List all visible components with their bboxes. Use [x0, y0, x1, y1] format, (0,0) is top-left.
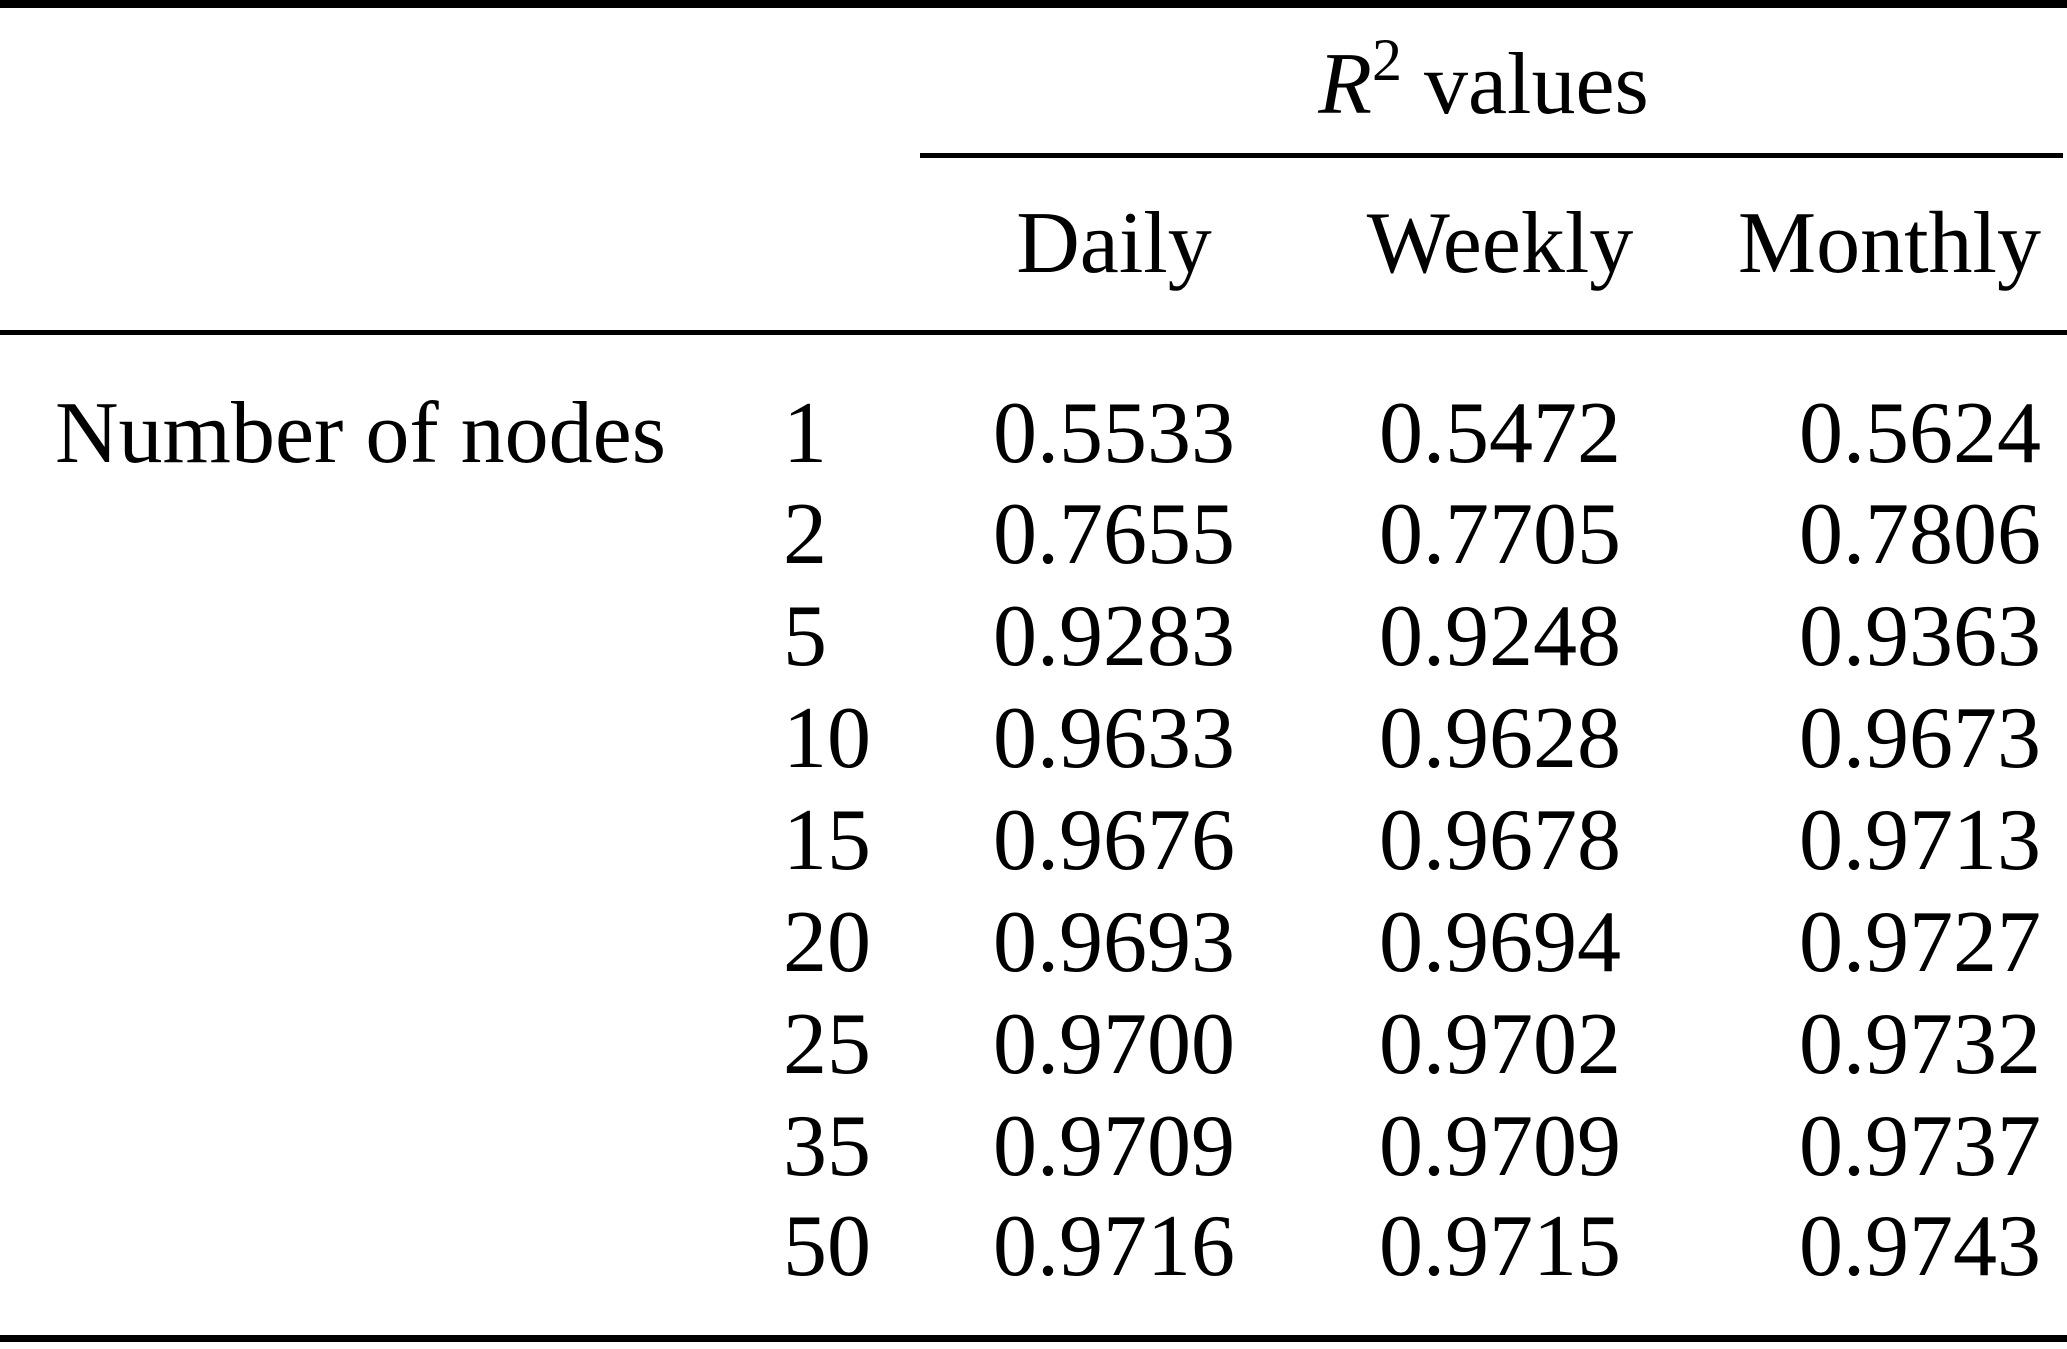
daily-cell: 0.9709: [993, 1098, 1235, 1195]
table-row: Number of nodes 1 0.5533 0.5472 0.5624: [0, 332, 2067, 484]
table-row: 35 0.9709 0.9709 0.9737: [0, 1096, 2067, 1198]
daily-cell: 0.7655: [993, 486, 1235, 583]
monthly-cell: 0.5624: [1799, 385, 2042, 483]
monthly-cell: 0.7806: [1799, 486, 2042, 583]
nodes-cell: 1: [783, 385, 827, 483]
daily-cell: 0.9633: [993, 690, 1235, 787]
row-label-spacer: [0, 484, 783, 586]
row-label-spacer: [0, 790, 783, 892]
column-header-monthly: Monthly: [1690, 158, 2067, 335]
nodes-cell: 25: [783, 996, 871, 1093]
row-label-spacer: [0, 688, 783, 790]
column-header-daily: Daily: [900, 158, 1310, 335]
weekly-cell: 0.9694: [1379, 894, 1621, 991]
monthly-cell: 0.9673: [1799, 690, 2042, 787]
r-squared-group-header: R2 values: [900, 4, 2067, 158]
column-header-weekly: Weekly: [1310, 158, 1690, 335]
nodes-cell: 35: [783, 1098, 871, 1195]
table-row: 20 0.9693 0.9694 0.9727: [0, 892, 2067, 994]
monthly-cell: 0.9737: [1799, 1098, 2042, 1195]
nodes-cell: 5: [783, 588, 827, 685]
daily-cell: 0.9283: [993, 588, 1235, 685]
monthly-cell: 0.9743: [1799, 1198, 2042, 1296]
nodes-cell: 50: [783, 1198, 871, 1296]
table-row: 15 0.9676 0.9678 0.9713: [0, 790, 2067, 892]
monthly-cell: 0.9727: [1799, 894, 2042, 991]
column-headers-row: Daily Weekly Monthly: [0, 158, 2067, 335]
monthly-cell: 0.9713: [1799, 792, 2042, 889]
table-row: 5 0.9283 0.9248 0.9363: [0, 586, 2067, 688]
table-row: 10 0.9633 0.9628 0.9673: [0, 688, 2067, 790]
nodes-cell: 20: [783, 894, 871, 991]
weekly-cell: 0.9628: [1379, 690, 1621, 787]
monthly-cell: 0.9732: [1799, 996, 2042, 1093]
daily-cell: 0.9693: [993, 894, 1235, 991]
row-label-spacer: [0, 892, 783, 994]
spacer-cell: [0, 4, 900, 158]
row-group-label: Number of nodes: [55, 385, 666, 483]
spacer-cell: [0, 158, 900, 335]
weekly-cell: 0.9715: [1379, 1198, 1621, 1296]
weekly-cell: 0.7705: [1379, 486, 1621, 583]
weekly-cell: 0.9248: [1379, 588, 1621, 685]
monthly-cell: 0.9363: [1799, 588, 2042, 685]
nodes-cell: 10: [783, 690, 871, 787]
daily-cell: 0.9700: [993, 996, 1235, 1093]
weekly-cell: 0.9709: [1379, 1098, 1621, 1195]
nodes-cell: 2: [783, 486, 827, 583]
row-label-spacer: [0, 1096, 783, 1198]
daily-cell: 0.9676: [993, 792, 1235, 889]
superscript-2: 2: [1371, 27, 1402, 93]
group-header-suffix: values: [1401, 36, 1649, 133]
weekly-cell: 0.5472: [1379, 385, 1621, 483]
nodes-cell: 15: [783, 792, 871, 889]
row-label-spacer: [0, 1198, 783, 1338]
table-row: 25 0.9700 0.9702 0.9732: [0, 994, 2067, 1096]
weekly-cell: 0.9678: [1379, 792, 1621, 889]
table-row: 50 0.9716 0.9715 0.9743: [0, 1198, 2067, 1338]
partial-rule: [920, 153, 2064, 158]
table-row: 2 0.7655 0.7705 0.7806: [0, 484, 2067, 586]
daily-cell: 0.9716: [993, 1198, 1235, 1296]
weekly-cell: 0.9702: [1379, 996, 1621, 1093]
row-label-spacer: [0, 586, 783, 688]
row-label-spacer: [0, 994, 783, 1096]
daily-cell: 0.5533: [993, 385, 1235, 483]
r-symbol: R: [1318, 36, 1372, 133]
group-header-row: R2 values: [0, 4, 2067, 158]
